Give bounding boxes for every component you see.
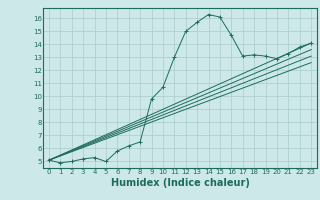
X-axis label: Humidex (Indice chaleur): Humidex (Indice chaleur) <box>111 178 249 188</box>
